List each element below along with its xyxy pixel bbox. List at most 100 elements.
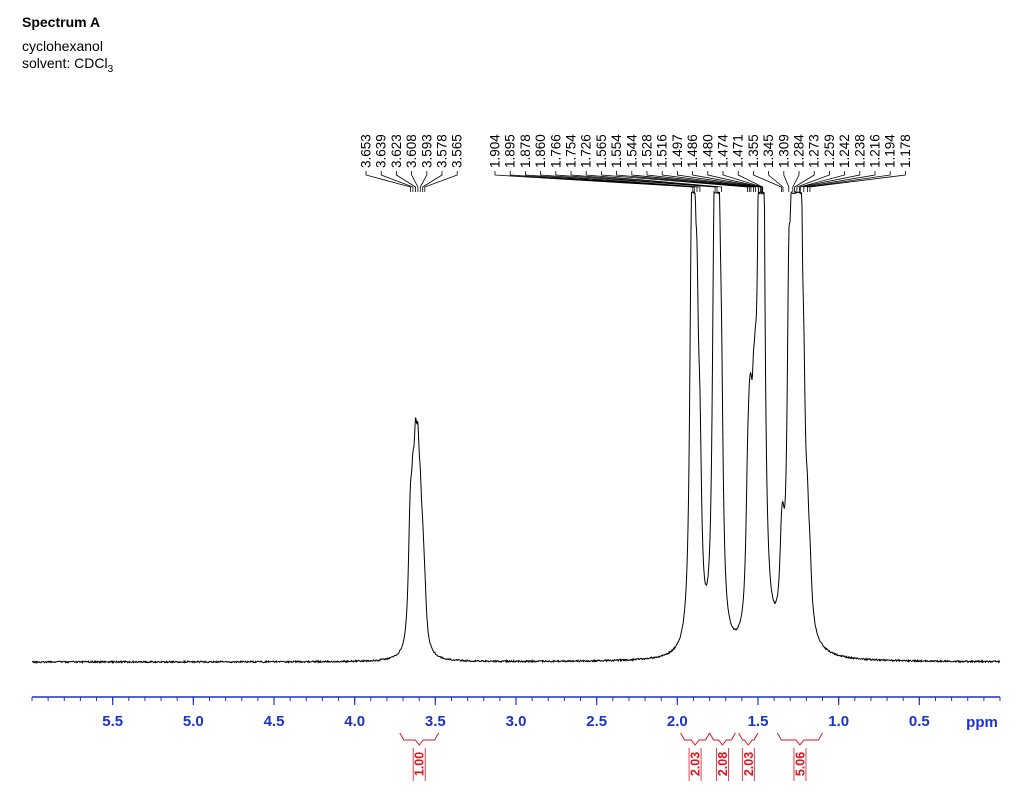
- peak-label-connector: [525, 171, 698, 192]
- integral-value-label: 1.00: [413, 752, 427, 776]
- integral-bracket: [738, 732, 759, 746]
- peak-label-connector: [419, 171, 428, 192]
- peak-label-connector: [585, 171, 722, 192]
- peak-shift-label: 1.355: [746, 134, 761, 168]
- peak-label-connector: [799, 171, 845, 192]
- peak-label-connector: [570, 171, 718, 192]
- peak-label-connector: [737, 171, 764, 192]
- axis-tick-label: 5.5: [102, 713, 123, 730]
- peak-shift-label: 1.554: [609, 134, 624, 168]
- axis-unit-label: ppm: [966, 714, 998, 731]
- solvent-prefix: solvent: CDCl: [22, 55, 108, 71]
- peak-shift-label: 1.726: [579, 134, 594, 168]
- axis-tick-label: 3.0: [506, 713, 527, 730]
- peak-shift-label: 1.565: [594, 134, 609, 168]
- peak-shift-label: 3.608: [404, 134, 419, 168]
- peak-shift-label: 1.895: [503, 134, 518, 168]
- peak-label-connector: [692, 171, 761, 192]
- integral-value-label: 2.03: [689, 752, 703, 776]
- solvent-subscript: 3: [107, 63, 114, 75]
- peak-shift-label: 3.623: [389, 134, 404, 168]
- ppm-axis: 5.5 5.0 4.5 4.0 3.5 3.0 2.5 2.0 1.5 1.0 0.5 ppm: [31, 696, 1001, 731]
- axis-tick-label: 0.5: [909, 713, 930, 730]
- peak-label-connector: [783, 171, 790, 192]
- peak-label-connector: [807, 171, 891, 192]
- peak-shift-label: 1.238: [852, 134, 867, 168]
- peak-label-connector: [601, 171, 748, 192]
- axis-tick-label: 1.5: [748, 713, 769, 730]
- peak-shift-label: 1.194: [883, 134, 898, 168]
- peak-label-connector: [422, 171, 443, 192]
- integral-value-label: 2.03: [742, 752, 756, 776]
- peak-label-connector: [555, 171, 716, 192]
- peak-shift-label: 1.878: [518, 134, 533, 168]
- peak-shift-label: 1.904: [488, 134, 503, 168]
- integral-value-label: 2.08: [716, 752, 730, 776]
- peak-shift-label: 1.471: [731, 134, 746, 168]
- integral-bracket: [680, 732, 711, 746]
- peak-label-connector: [768, 171, 784, 192]
- peak-label-connector: [792, 171, 800, 192]
- solvent-label: solvent: CDCl3: [22, 55, 113, 75]
- spectrum-trace: [31, 190, 1001, 665]
- integral-markers: 1.00 2.03 2.08 2.03 5.06: [399, 732, 823, 781]
- peak-shift-label: 3.578: [435, 134, 450, 168]
- peak-label-connector: [411, 171, 419, 192]
- peak-shift-label: 3.565: [450, 134, 465, 168]
- peak-shift-label: 1.178: [898, 134, 913, 168]
- peak-label-connector: [661, 171, 756, 192]
- axis-tick-label: 1.0: [828, 713, 849, 730]
- peak-shift-label: 1.480: [700, 134, 715, 168]
- axis-tick-label: 2.5: [586, 713, 607, 730]
- peak-shift-label: 1.754: [564, 134, 579, 168]
- compound-name: cyclohexanol: [22, 38, 103, 54]
- peak-shift-label: 1.273: [807, 134, 822, 168]
- peak-label-connector: [365, 171, 411, 192]
- axis-tick-label: 3.5: [425, 713, 446, 730]
- peak-label-connector: [646, 171, 754, 192]
- peak-label-connector: [794, 171, 815, 192]
- peak-label-connector: [380, 171, 414, 192]
- axis-tick-label: 2.0: [667, 713, 688, 730]
- peak-shift-labels: 3.653 3.639 3.623 3.608 3.593 3.578 3.565 1.904…: [359, 134, 913, 192]
- peak-label-connector: [677, 171, 759, 192]
- peak-label-connector: [809, 171, 906, 192]
- peak-label-connector: [722, 171, 763, 192]
- peak-label-connector: [424, 171, 458, 192]
- peak-label-connector: [540, 171, 701, 192]
- integral-value-label: 5.06: [793, 752, 807, 776]
- peak-shift-label: 3.653: [359, 134, 374, 168]
- peak-shift-label: 1.486: [685, 134, 700, 168]
- peak-shift-label: 1.242: [837, 134, 852, 168]
- peak-shift-label: 1.474: [716, 134, 731, 168]
- peak-label-connector: [509, 171, 695, 192]
- peak-shift-label: 1.345: [761, 134, 776, 168]
- peak-label-connector: [799, 171, 861, 192]
- peak-shift-label: 3.639: [374, 134, 389, 168]
- peak-shift-label: 1.309: [776, 134, 791, 168]
- peak-label-connector: [494, 171, 694, 192]
- peak-shift-label: 1.544: [624, 134, 639, 168]
- axis-tick-label: 4.5: [264, 713, 285, 730]
- integral-bracket: [709, 732, 736, 746]
- peak-label-connector: [707, 171, 762, 192]
- peak-label-connector: [796, 171, 830, 192]
- spectrum-line: [31, 190, 1001, 665]
- peak-label-connector: [396, 171, 416, 192]
- peak-shift-label: 1.259: [822, 134, 837, 168]
- peak-shift-label: 3.593: [419, 134, 434, 168]
- peak-shift-label: 1.516: [655, 134, 670, 168]
- axis-tick-label: 5.0: [183, 713, 204, 730]
- peak-shift-label: 1.766: [548, 134, 563, 168]
- peak-label-connector: [803, 171, 876, 192]
- axis-tick-label: 4.0: [344, 713, 365, 730]
- spectrum-title: Spectrum A: [22, 14, 101, 30]
- peak-label-connector: [616, 171, 750, 192]
- peak-shift-label: 1.284: [792, 134, 807, 168]
- integral-bracket: [776, 732, 823, 746]
- peak-label-connector: [753, 171, 782, 192]
- peak-shift-label: 1.860: [533, 134, 548, 168]
- peak-shift-label: 1.216: [868, 134, 883, 168]
- integral-bracket: [399, 732, 440, 746]
